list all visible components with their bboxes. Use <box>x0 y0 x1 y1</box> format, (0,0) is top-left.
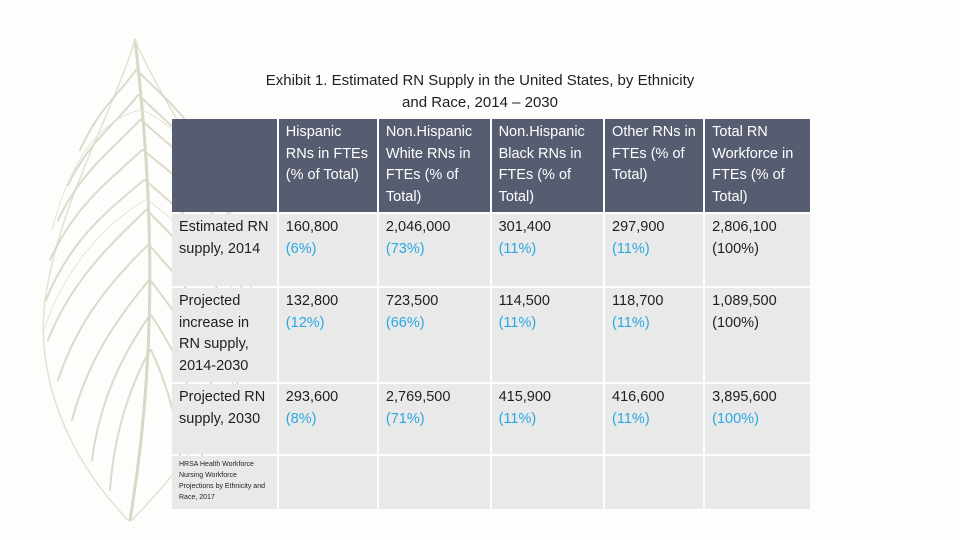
cell-value: 160,800 <box>285 219 339 235</box>
table-row: Projected increase in RN supply, 2014-20… <box>172 288 810 382</box>
cell-percent: (11%) <box>612 240 650 257</box>
cell-value: 118,700 <box>612 293 664 309</box>
table-header-row: Hispanic RNs in FTEs (% of Total) Non.Hi… <box>172 119 810 212</box>
table-cell: 2,806,100 (100%) <box>705 214 810 286</box>
header-hispanic: Hispanic RNs in FTEs (% of Total) <box>278 119 377 212</box>
table-row-source: HRSA Health Workforce Nursing Workforce … <box>172 456 810 509</box>
cell-value: 416,600 <box>612 389 665 405</box>
empty-cell <box>278 456 377 509</box>
table-cell: 723,500 (66%) <box>378 288 490 382</box>
table-row: Estimated RN supply, 2014 160,800 (6%) 2,… <box>172 214 810 286</box>
cell-percent: (100%) <box>712 314 759 331</box>
cell-value: 114,500 <box>498 293 550 309</box>
header-corner-cell <box>172 119 277 212</box>
exhibit-title-line-2: and Race, 2014 – 2030 <box>402 94 558 111</box>
header-non-hispanic-black: Non.Hispanic Black RNs in FTEs (% of Tot… <box>491 119 604 212</box>
empty-cell <box>491 456 604 509</box>
cell-percent: (100%) <box>712 410 759 427</box>
table-cell: 132,800 (12%) <box>278 288 377 382</box>
table-cell: 293,600 (8%) <box>278 384 377 454</box>
exhibit-title-line-1: Exhibit 1. Estimated RN Supply in the Un… <box>265 72 695 89</box>
cell-value: 297,900 <box>612 219 665 235</box>
empty-cell <box>705 456 810 509</box>
rn-supply-table: Hispanic RNs in FTEs (% of Total) Non.Hi… <box>170 117 812 511</box>
header-other: Other RNs in FTEs (% of Total) <box>605 119 704 212</box>
cell-value: 301,400 <box>498 219 551 235</box>
cell-percent: (11%) <box>498 410 537 427</box>
cell-value: 723,500 <box>385 293 439 309</box>
cell-percent: (11%) <box>498 314 537 331</box>
cell-value: 3,895,600 <box>712 389 777 405</box>
cell-percent: (11%) <box>612 410 650 427</box>
table-cell: 1,089,500 (100%) <box>705 288 810 382</box>
cell-value: 2,806,100 <box>712 219 777 235</box>
cell-value: 1,089,500 <box>712 293 777 309</box>
cell-percent: (6%) <box>285 240 317 257</box>
source-note: HRSA Health Workforce Nursing Workforce … <box>172 456 277 509</box>
cell-value: 293,600 <box>285 389 339 405</box>
cell-percent: (73%) <box>385 240 425 257</box>
table-cell: 3,895,600 (100%) <box>705 384 810 454</box>
empty-cell <box>605 456 704 509</box>
row-label: Projected increase in RN supply, 2014-20… <box>172 288 277 382</box>
cell-value: 2,046,000 <box>385 219 451 235</box>
table-cell: 301,400 (11%) <box>491 214 604 286</box>
cell-percent: (8%) <box>285 410 317 427</box>
cell-percent: (12%) <box>285 314 325 331</box>
cell-value: 132,800 <box>285 293 339 309</box>
cell-value: 415,900 <box>498 389 551 405</box>
table-cell: 2,046,000 (73%) <box>378 214 490 286</box>
exhibit-title: Exhibit 1. Estimated RN Supply in the Un… <box>230 70 730 114</box>
cell-percent: (66%) <box>385 314 425 331</box>
row-label: Estimated RN supply, 2014 <box>172 214 277 286</box>
cell-percent: (71%) <box>385 410 425 427</box>
header-non-hispanic-white: Non.Hispanic White RNs in FTEs (% of Tot… <box>378 119 490 212</box>
empty-cell <box>378 456 490 509</box>
cell-value: 2,769,500 <box>385 389 451 405</box>
table-cell: 118,700 (11%) <box>605 288 704 382</box>
header-total: Total RN Workforce in FTEs (% of Total) <box>705 119 810 212</box>
table-cell: 416,600 (11%) <box>605 384 704 454</box>
table-cell: 114,500 (11%) <box>491 288 604 382</box>
table-cell: 297,900 (11%) <box>605 214 704 286</box>
table-cell: 415,900 (11%) <box>491 384 604 454</box>
table-cell: 160,800 (6%) <box>278 214 377 286</box>
row-label: Projected RN supply, 2030 <box>172 384 277 454</box>
cell-percent: (11%) <box>498 240 537 257</box>
table-cell: 2,769,500 (71%) <box>378 384 490 454</box>
cell-percent: (100%) <box>712 240 759 257</box>
table-row: Projected RN supply, 2030 293,600 (8%) 2,… <box>172 384 810 454</box>
cell-percent: (11%) <box>612 314 650 331</box>
